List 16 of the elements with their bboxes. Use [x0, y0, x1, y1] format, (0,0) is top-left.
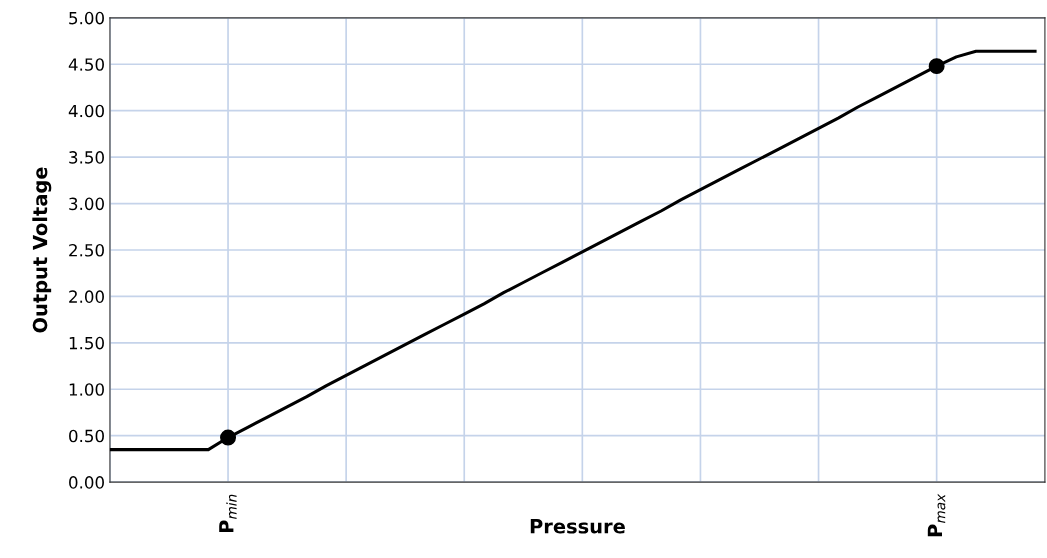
x-tick-label: P$_{min}$ [219, 494, 237, 533]
y-tick-label: 0.50 [69, 429, 104, 443]
y-tick-label: 1.50 [69, 336, 104, 350]
y-tick-label: 5.00 [69, 11, 104, 25]
y-tick-label: 4.50 [68, 58, 104, 71]
y-tick-label: 2.00 [69, 290, 104, 303]
y-tick-label: 4.00 [68, 104, 104, 118]
x-tick-label: P$_{max}$ [927, 493, 946, 537]
y-tick-label: 1.00 [69, 383, 104, 396]
y-tick-label: 3.50 [69, 151, 104, 164]
y-axis-title: Output Voltage [32, 167, 52, 333]
line-series [109, 49, 1037, 452]
y-tick-label: 2.50 [69, 243, 104, 257]
y-tick-label: 3.00 [69, 197, 104, 211]
y-tick-label: 0.00 [69, 476, 104, 489]
x-axis-title: Pressure [530, 519, 625, 534]
